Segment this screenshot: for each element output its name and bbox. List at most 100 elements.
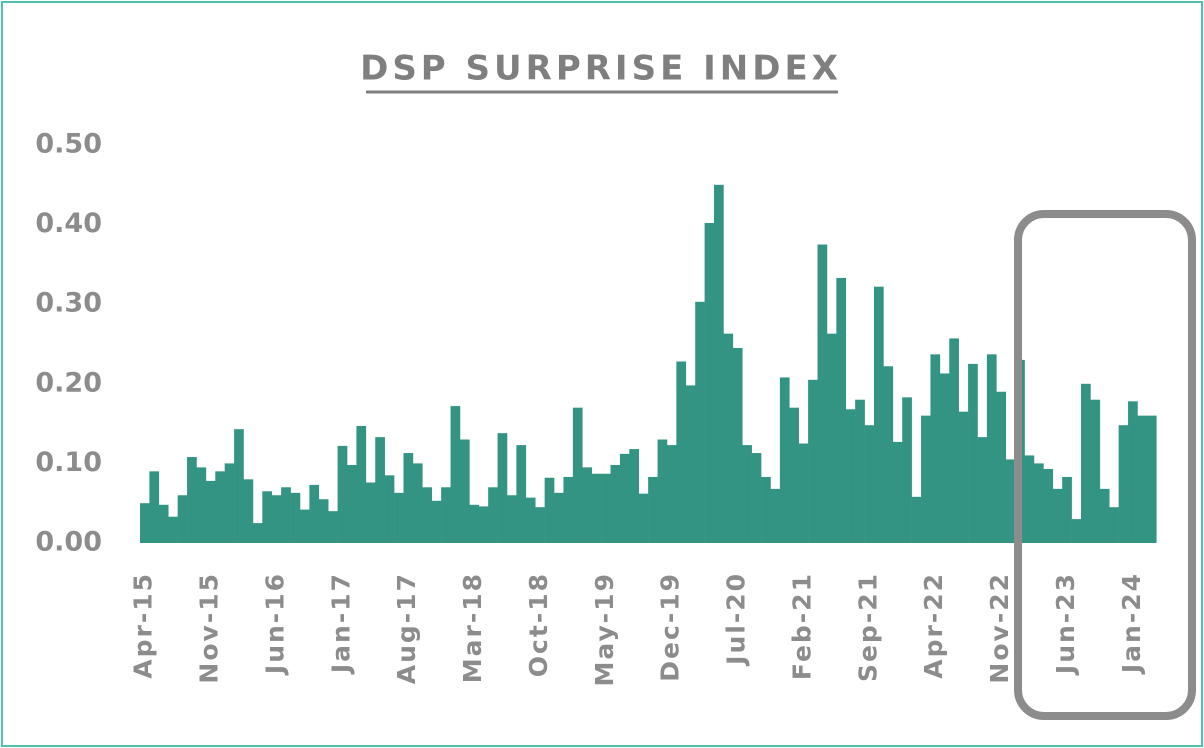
bar: [1090, 399, 1101, 543]
bar: [1137, 415, 1148, 543]
bar: [506, 495, 517, 543]
bar: [930, 354, 941, 543]
bar: [450, 406, 461, 543]
x-tick-label: Dec-19: [656, 572, 685, 682]
bar: [695, 301, 705, 543]
bar: [648, 476, 658, 543]
bar: [761, 476, 771, 543]
bar: [864, 425, 875, 543]
bar: [798, 443, 809, 543]
x-tick-label: May-19: [590, 572, 619, 686]
bar: [939, 373, 950, 543]
bar: [535, 507, 545, 543]
bar: [422, 487, 433, 543]
bar: [826, 333, 837, 543]
bar: [149, 471, 160, 543]
bar: [525, 497, 536, 543]
bar: [855, 399, 865, 543]
bar: [384, 475, 395, 543]
bar: [591, 473, 602, 543]
bar: [1043, 468, 1054, 543]
bar: [375, 437, 385, 543]
bar: [140, 503, 150, 543]
bar: [572, 407, 583, 543]
bar: [271, 495, 282, 543]
y-tick-label: 0.10: [35, 447, 102, 478]
x-tick-label: Aug-17: [392, 572, 421, 684]
bar: [431, 500, 442, 543]
bar: [234, 429, 244, 543]
bar: [873, 286, 884, 543]
bar: [883, 366, 894, 543]
bar: [1099, 488, 1110, 543]
bar: [318, 499, 329, 543]
bar: [168, 516, 178, 543]
x-tick-label: Nov-15: [195, 572, 224, 684]
x-tick-label: Mar-18: [458, 572, 487, 683]
bar: [845, 409, 856, 543]
bar: [309, 484, 320, 543]
chart-title: DSP SURPRISE INDEX: [360, 49, 842, 89]
bar: [638, 493, 649, 543]
bar: [714, 184, 724, 544]
bar: [478, 506, 489, 543]
x-tick-label: Jul-20: [722, 572, 751, 667]
bar: [262, 491, 273, 543]
bar: [290, 492, 301, 543]
bar: [751, 453, 762, 543]
bar: [563, 476, 574, 543]
bar: [337, 445, 348, 543]
bar: [365, 482, 376, 543]
x-tick-label: Jun-23: [1051, 572, 1080, 676]
bar: [779, 377, 790, 543]
bar: [685, 385, 696, 543]
bar: [977, 437, 988, 543]
bar: [1081, 383, 1091, 543]
x-tick-label: Apr-15: [129, 572, 158, 679]
y-tick-label: 0.20: [35, 367, 102, 398]
bar: [281, 487, 291, 543]
bar: [770, 488, 781, 543]
bar: [403, 453, 414, 543]
bar: [968, 363, 978, 543]
bar: [544, 477, 555, 543]
bar: [158, 504, 169, 543]
bar: [469, 504, 480, 543]
bar: [299, 509, 310, 543]
bar: [1033, 463, 1044, 543]
x-tick-label: Jun-16: [260, 572, 289, 676]
bar: [554, 492, 564, 543]
bar: [516, 445, 527, 543]
bar: [610, 464, 621, 543]
bar: [921, 415, 931, 543]
y-tick-label: 0.50: [35, 129, 102, 160]
bar: [488, 487, 498, 543]
bar: [196, 467, 207, 543]
bar: [441, 487, 451, 543]
bar: [224, 463, 235, 543]
bar: [657, 439, 668, 543]
bar: [836, 277, 847, 543]
x-tick-label: Feb-21: [787, 572, 816, 680]
bar: [215, 471, 225, 543]
bar: [892, 441, 903, 543]
bar: [619, 453, 630, 543]
bar: [1109, 507, 1119, 543]
bar: [911, 496, 922, 543]
bar: [1024, 455, 1035, 543]
bar: [1128, 401, 1138, 543]
bar: [732, 347, 743, 543]
x-tick-label: Apr-22: [919, 572, 948, 679]
bar: [328, 511, 338, 543]
bar: [742, 445, 752, 543]
bar: [582, 467, 592, 543]
bar: [902, 397, 912, 543]
bar: [459, 439, 470, 543]
bar: [497, 433, 508, 543]
bar: [394, 492, 404, 543]
y-tick-label: 0.40: [35, 208, 102, 239]
bar: [723, 333, 734, 543]
bar: [1052, 488, 1063, 543]
